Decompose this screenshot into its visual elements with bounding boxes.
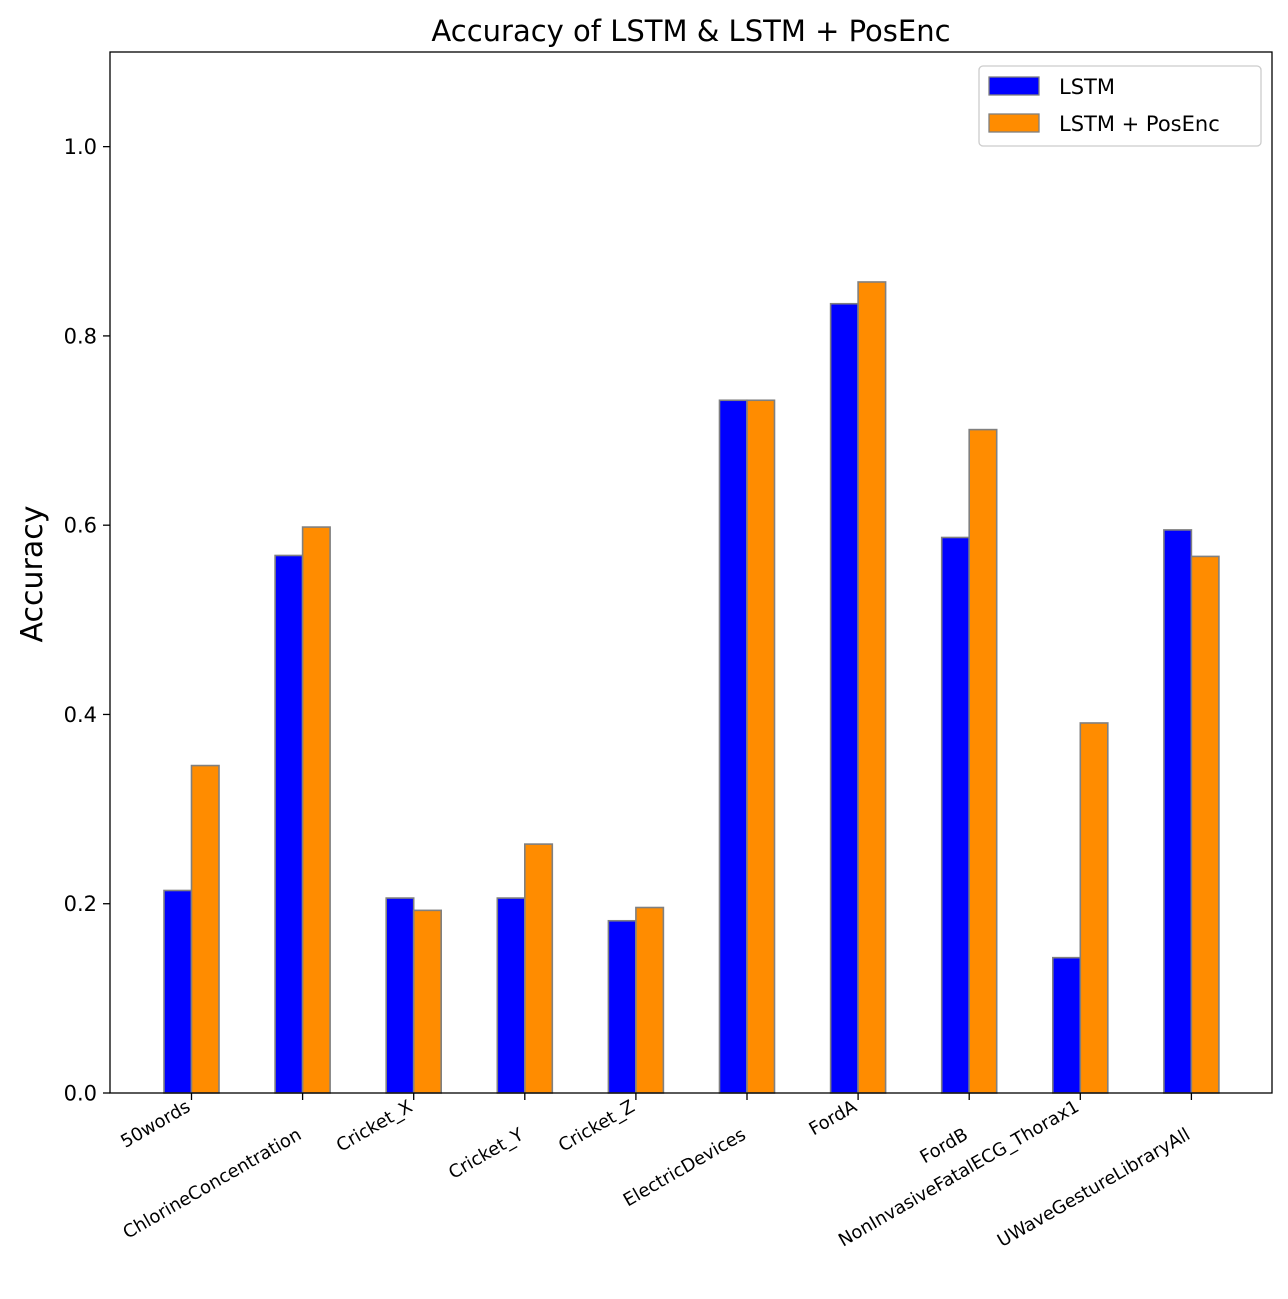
y-axis-label: Accuracy <box>15 506 50 643</box>
x-tick-label: ElectricDevices <box>620 1124 750 1211</box>
bar-lstm-cricket-z <box>607 919 637 1094</box>
x-tick-label: FordA <box>805 1096 861 1140</box>
legend-swatch-lstm <box>988 76 1040 96</box>
y-tick-label: 0.2 <box>64 892 97 916</box>
bar-lstm-posenc-fordb <box>968 428 998 1094</box>
bars-group <box>163 281 1220 1094</box>
bar-lstm-posenc-uwavegesturelibraryall <box>1190 555 1220 1094</box>
x-tick-label: NonInvasiveFatalECG_Thorax1 <box>835 1096 1083 1251</box>
x-tick-label: Cricket_Z <box>555 1096 638 1156</box>
bar-lstm-posenc-noninvasivefatalecg-thorax1 <box>1079 722 1109 1094</box>
x-tick-label: 50words <box>117 1096 194 1152</box>
bar-lstm-posenc-forda <box>857 281 887 1094</box>
bar-lstm-posenc-chlorineconcentration <box>301 526 331 1094</box>
x-tick-label: Cricket_Y <box>445 1124 528 1184</box>
legend: LSTM LSTM + PosEnc <box>978 65 1262 147</box>
bar-lstm-fordb <box>940 536 971 1094</box>
y-tick-label: 0.8 <box>64 324 97 348</box>
plot-frame <box>109 51 1273 1094</box>
chart-title: Accuracy of LSTM & LSTM + PosEnc <box>431 14 950 48</box>
bar-lstm-cricket-x <box>385 897 415 1094</box>
x-tick-label: Cricket_X <box>333 1096 416 1156</box>
x-tick-label: ChlorineConcentration <box>119 1124 305 1243</box>
legend-swatch-lstm-posenc <box>988 113 1040 133</box>
y-tick-label: 0.6 <box>64 514 97 538</box>
bar-lstm-uwavegesturelibraryall <box>1163 529 1193 1094</box>
legend-box <box>978 65 1262 147</box>
bar-lstm-cricket-y <box>496 897 526 1094</box>
bar-lstm-posenc-cricket-z <box>635 906 665 1094</box>
bar-lstm-chlorineconcentration <box>274 554 304 1094</box>
bar-lstm-posenc-50words <box>190 764 220 1094</box>
y-tick-label: 0.0 <box>64 1082 97 1106</box>
legend-label-lstm: LSTM <box>1059 75 1115 99</box>
legend-label-lstm-posenc: LSTM + PosEnc <box>1059 112 1220 136</box>
y-axis: 0.0 0.2 0.4 0.6 0.8 1.0 <box>64 135 110 1106</box>
y-tick-label: 1.0 <box>64 135 97 159</box>
bar-lstm-posenc-cricket-y <box>523 843 554 1094</box>
bar-lstm-forda <box>829 302 859 1094</box>
y-tick-label: 0.4 <box>64 703 97 727</box>
bar-lstm-50words <box>163 889 193 1094</box>
bar-lstm-electricdevices <box>718 399 748 1094</box>
bar-lstm-noninvasivefatalecg-thorax1 <box>1052 956 1082 1094</box>
bar-lstm-posenc-cricket-x <box>412 909 443 1094</box>
bar-lstm-posenc-electricdevices <box>746 399 776 1094</box>
